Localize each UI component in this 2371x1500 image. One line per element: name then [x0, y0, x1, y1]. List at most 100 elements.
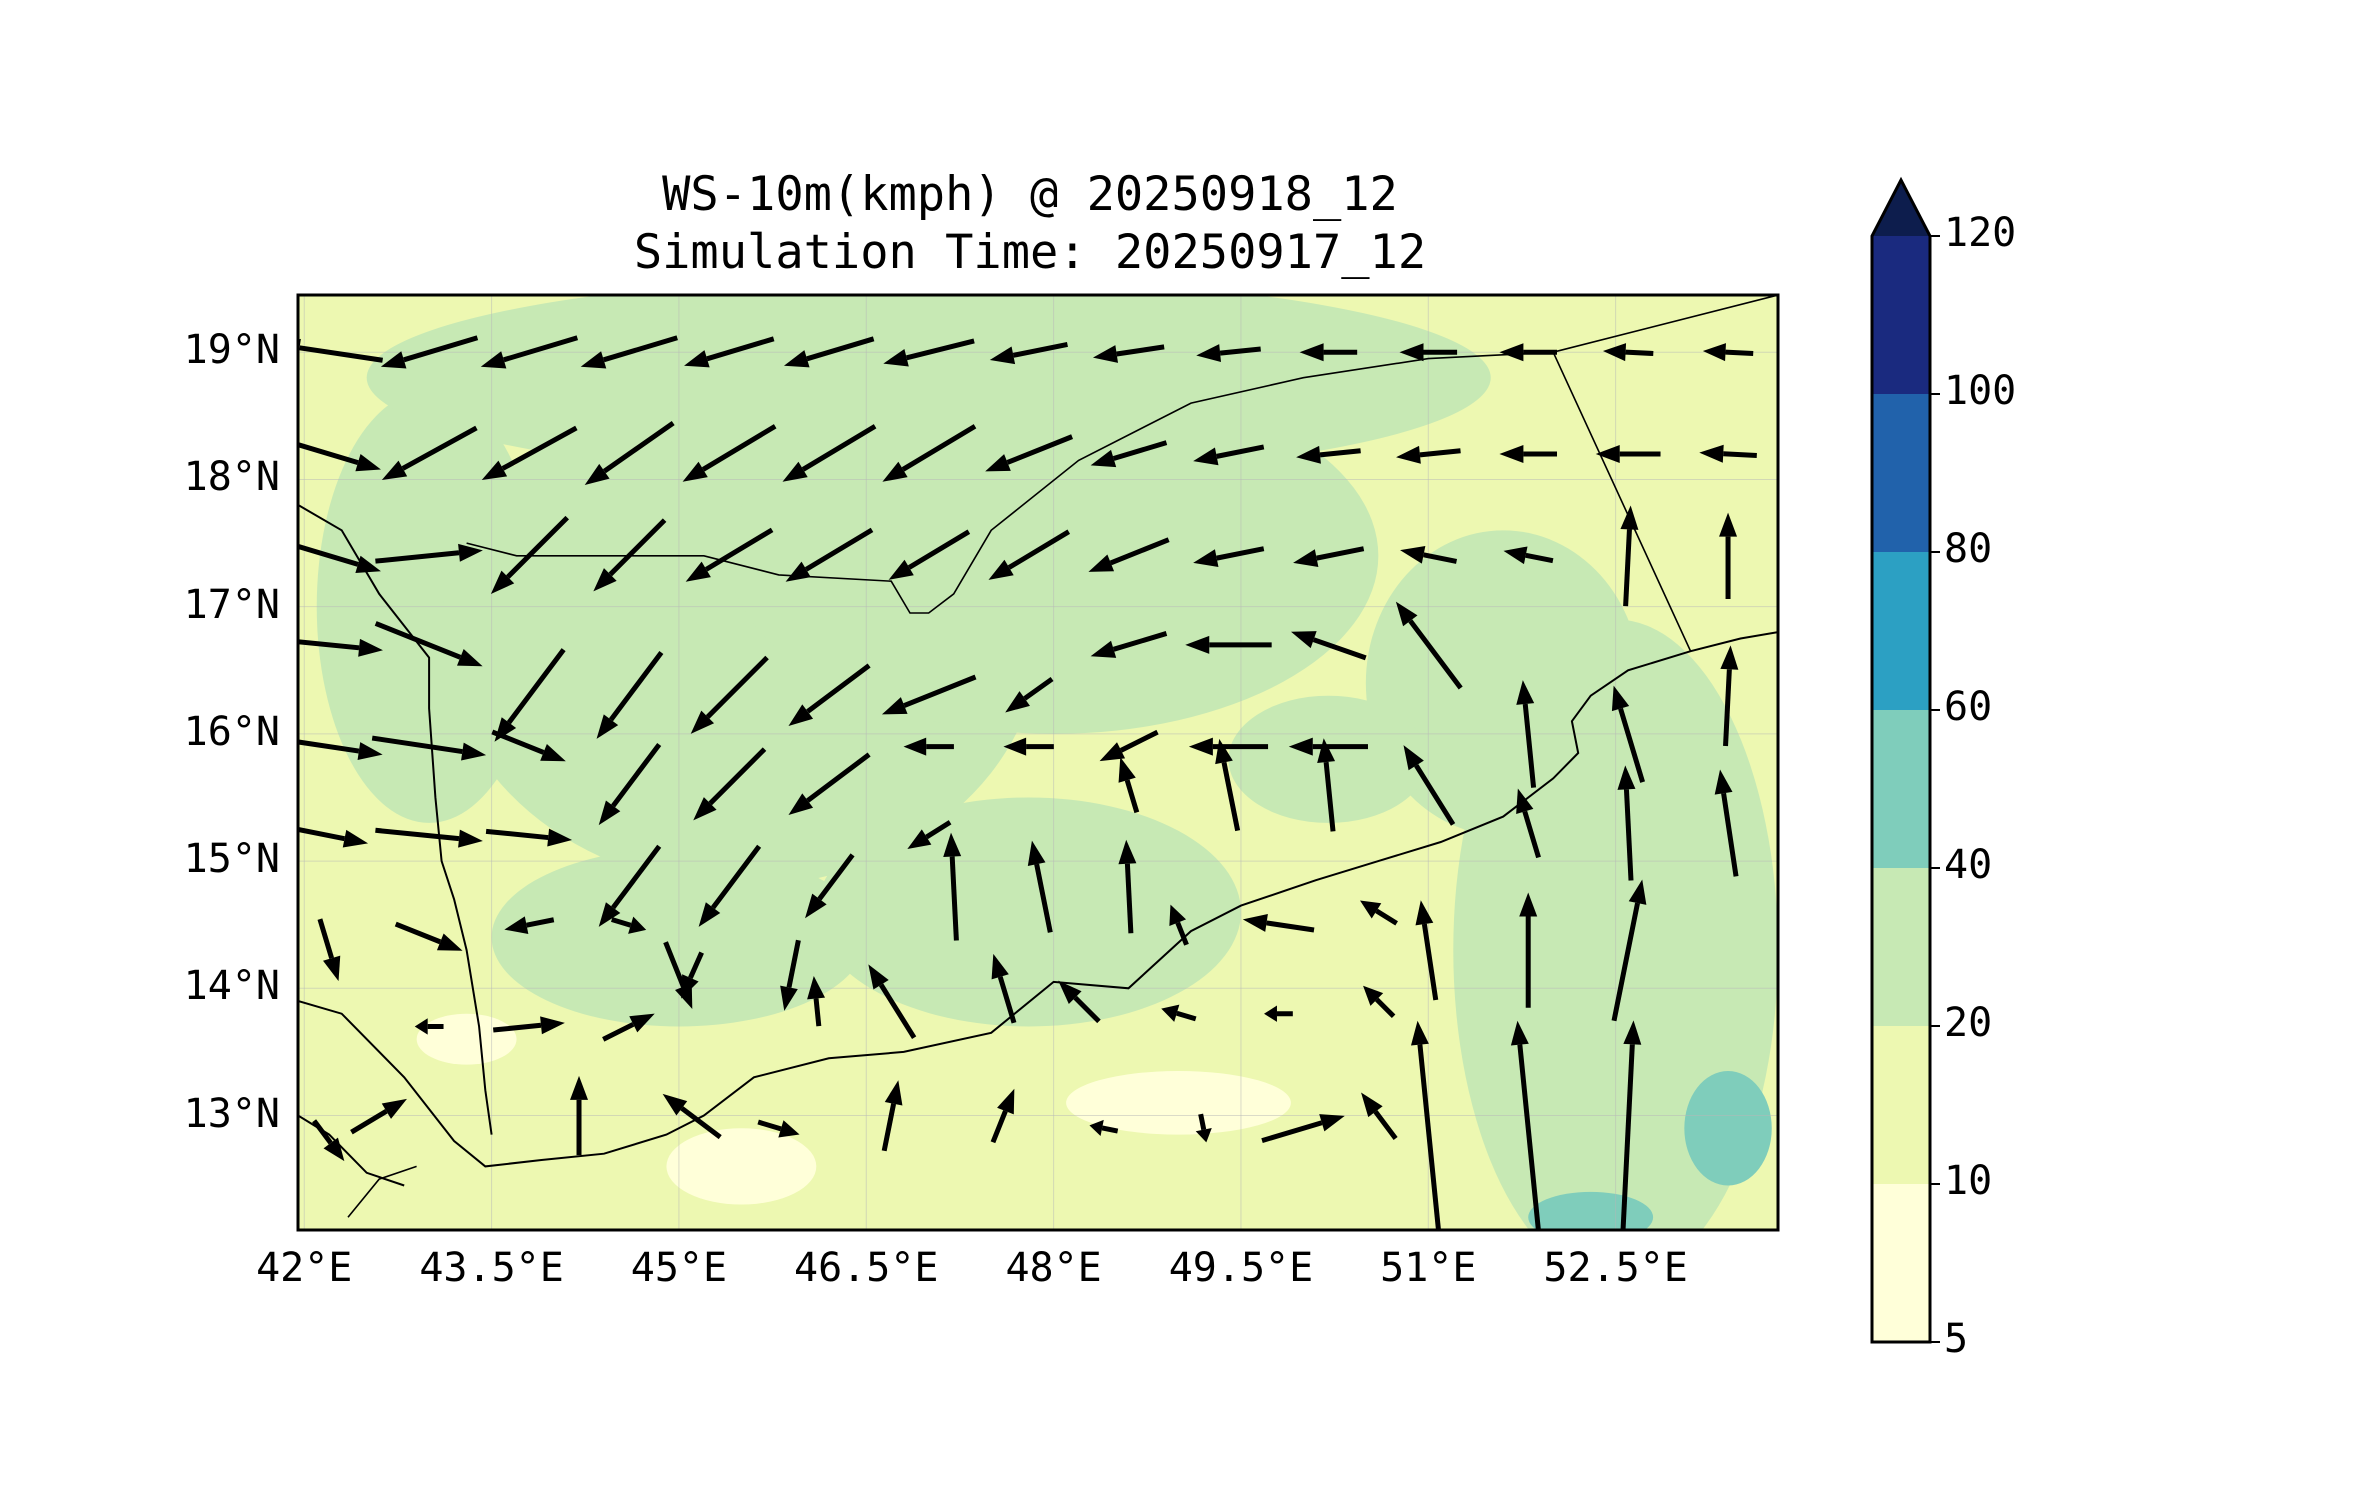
wind-arrow: [988, 529, 1071, 580]
wind-arrow: [1499, 343, 1558, 362]
map-frame: [296, 293, 1780, 1232]
colorbar-outline: [1870, 176, 1932, 1344]
lon-tick-label: 43.5°E: [419, 1245, 564, 1291]
wind-arrow: [1403, 745, 1456, 826]
colorbar-tick-label: 10: [1944, 1158, 1993, 1204]
wind-arrow: [1719, 512, 1738, 599]
wind-arrow: [1410, 1020, 1441, 1230]
wind-arrow: [1296, 445, 1361, 464]
wind-field-20-40: [366, 295, 1491, 480]
wind-arrow: [1620, 1020, 1642, 1230]
colorbar-tick-label: 120: [1944, 210, 2017, 256]
wind-arrow: [690, 655, 769, 734]
wind-arrow: [990, 1088, 1015, 1144]
wind-field-5-10: [666, 1128, 817, 1205]
wind-arrow: [693, 747, 767, 821]
wind-arrow: [598, 742, 662, 826]
lat-tick-label: 16°N: [183, 708, 280, 755]
wind-arrow: [1361, 1092, 1398, 1141]
wind-arrow: [1714, 769, 1739, 877]
wind-arrow: [491, 729, 566, 762]
wind-arrow: [1293, 546, 1365, 567]
colorbar-level-60-80: [1872, 552, 1930, 710]
wind-arrow: [662, 1093, 722, 1140]
wind-arrow: [1003, 737, 1054, 756]
lon-tick-label: 42°E: [256, 1245, 353, 1291]
wind-arrow: [788, 663, 871, 726]
wind-arrow: [1193, 444, 1265, 466]
wind-arrow: [805, 853, 855, 919]
lat-tick-label: 13°N: [183, 1090, 280, 1137]
colorbar-tick-label: 5: [1944, 1316, 1969, 1362]
wind-arrow: [375, 543, 483, 564]
lon-tick-label: 49.5°E: [1168, 1245, 1314, 1291]
wind-arrow: [1261, 1114, 1345, 1144]
country-border: [1552, 351, 1692, 652]
wind-arrow: [684, 336, 775, 368]
wind-arrow: [481, 425, 578, 481]
map-subtitle: Simulation Time: 20250917_12: [633, 225, 1427, 280]
wind-arrow: [881, 1080, 903, 1152]
wind-arrow: [883, 338, 975, 367]
wind-arrow: [1396, 445, 1461, 464]
colorbar-level-100-120: [1872, 236, 1930, 394]
lon-tick-label: 46.5°E: [794, 1245, 939, 1291]
wind-arrow: [298, 442, 381, 472]
lat-tick-label: 19°N: [183, 327, 280, 374]
wind-arrow: [1185, 635, 1272, 654]
wind-arrow: [1395, 601, 1463, 690]
wind-arrow: [1510, 1020, 1541, 1230]
wind-arrow: [881, 674, 977, 715]
wind-arrow: [888, 529, 971, 580]
lat-tick-label: 14°N: [183, 963, 280, 1010]
wind-arrow: [1516, 788, 1541, 859]
wind-arrow: [1089, 1119, 1119, 1136]
colorbar-tick-label: 20: [1944, 1000, 1993, 1046]
lat-tick-label: 17°N: [183, 581, 280, 628]
wind-arrow: [698, 844, 762, 927]
colorbar-tick-label: 100: [1944, 368, 2017, 414]
wind-arrow: [394, 921, 463, 951]
wind-arrow: [663, 941, 693, 1010]
wind-arrow: [1058, 980, 1101, 1024]
wind-arrow: [1702, 343, 1754, 362]
colorbar-tick-label: 60: [1944, 684, 1993, 730]
colorbar-level-20-40: [1872, 868, 1930, 1026]
wind-arrow: [685, 527, 774, 582]
lat-tick-label: 18°N: [183, 454, 280, 501]
wind-arrow: [882, 424, 977, 482]
wind-arrow: [504, 916, 555, 935]
colorbar-tick-label: 40: [1944, 842, 1993, 888]
country-border: [466, 295, 1778, 614]
wind-arrow: [298, 543, 381, 574]
wind-arrow: [1720, 645, 1739, 747]
wind-arrow: [1503, 546, 1554, 565]
wind-arrow: [807, 975, 826, 1027]
wind-arrow: [1611, 879, 1647, 1022]
wind-arrow: [1169, 904, 1189, 946]
wind-arrow: [1519, 892, 1538, 1008]
wind-arrow: [1242, 914, 1315, 933]
wind-arrow: [1118, 839, 1137, 934]
wind-arrow: [580, 335, 678, 369]
wind-arrow: [943, 832, 962, 941]
wind-arrow: [598, 844, 662, 927]
lat-tick-label: 15°N: [183, 836, 280, 883]
wind-arrow: [602, 1013, 655, 1042]
lon-tick-label: 51°E: [1380, 1245, 1477, 1291]
wind-arrow: [1620, 505, 1639, 607]
wind-arrow: [1215, 738, 1241, 832]
lon-tick-label: 48°E: [1005, 1245, 1102, 1291]
wind-arrow: [1317, 738, 1336, 832]
wind-arrow: [1090, 440, 1168, 468]
wind-arrow: [682, 424, 777, 482]
wind-arrow: [1291, 631, 1367, 661]
wind-arrow: [611, 916, 647, 934]
wind-arrow: [492, 1016, 565, 1035]
wind-arrow: [903, 737, 954, 756]
wind-field-40-60: [1684, 1070, 1772, 1186]
wind-arrow: [1088, 537, 1170, 572]
wind-arrow: [985, 434, 1074, 472]
